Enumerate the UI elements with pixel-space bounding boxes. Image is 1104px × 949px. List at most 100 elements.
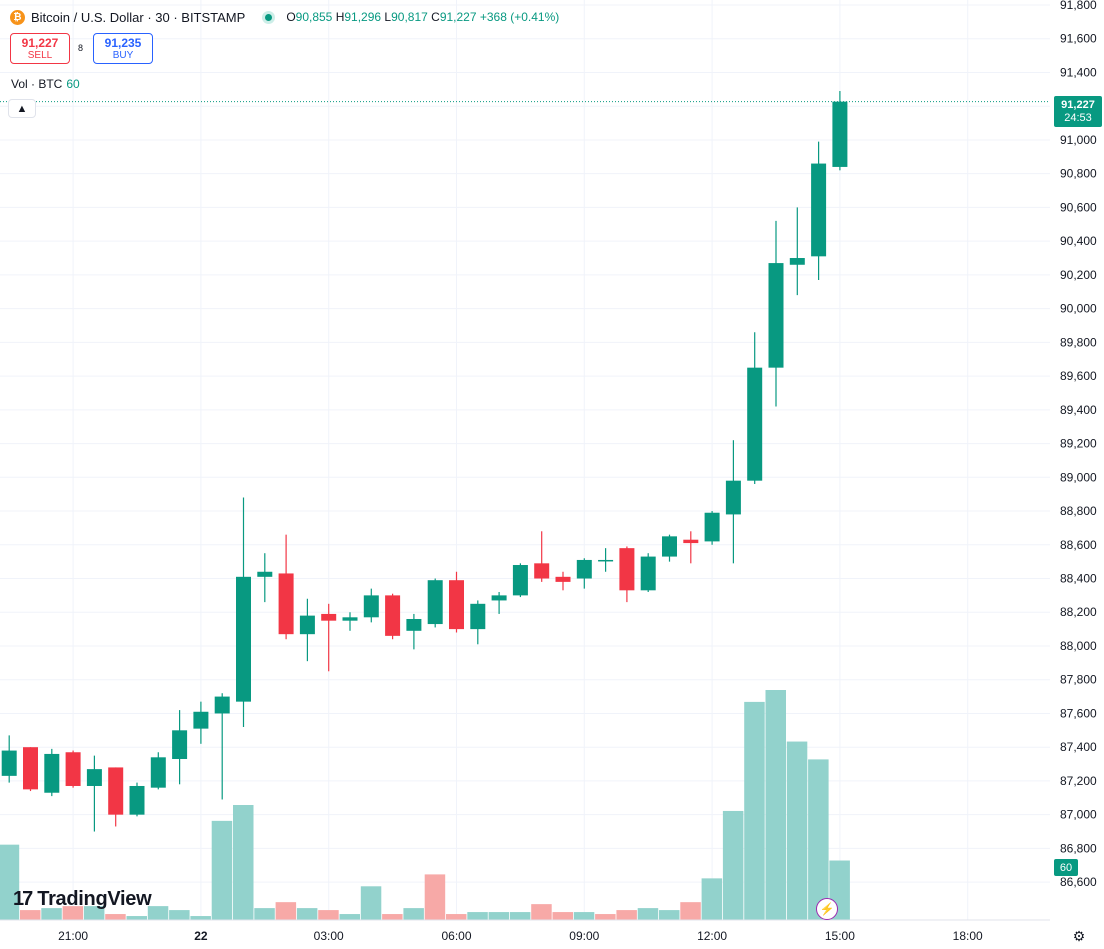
price-tick-label: 87,000 xyxy=(1060,808,1097,822)
candle[interactable] xyxy=(363,588,379,623)
volume-bar xyxy=(786,741,808,920)
candle-body xyxy=(789,258,805,265)
volume-bar xyxy=(680,902,701,920)
candle-body xyxy=(832,101,848,167)
candle[interactable] xyxy=(449,571,464,633)
price-tick-label: 91,400 xyxy=(1060,65,1097,79)
candle-body xyxy=(108,767,124,815)
buy-label: BUY xyxy=(112,49,134,61)
volume-bar xyxy=(62,906,84,920)
collapse-legend-button[interactable]: ▲ xyxy=(8,99,36,118)
candle[interactable] xyxy=(576,558,592,589)
candle[interactable] xyxy=(44,748,60,797)
candle[interactable] xyxy=(150,752,166,790)
candle-body xyxy=(555,576,571,582)
volume-bar xyxy=(573,912,595,920)
candle[interactable] xyxy=(193,701,209,744)
candle-body xyxy=(385,595,401,636)
candle[interactable] xyxy=(278,534,294,640)
volume-bars xyxy=(0,690,850,920)
candle[interactable] xyxy=(129,782,145,817)
buy-button[interactable]: 91,235 BUY xyxy=(93,33,153,64)
price-tick-label: 87,600 xyxy=(1060,706,1097,720)
candle[interactable] xyxy=(1,735,17,783)
spread-value: 8 xyxy=(78,43,84,53)
candle-body xyxy=(683,539,699,544)
candle[interactable] xyxy=(555,571,571,591)
chart-header: ₿ Bitcoin / U.S. Dollar · 30 · BITSTAMP … xyxy=(10,8,559,26)
candle[interactable] xyxy=(427,578,443,628)
candle-body xyxy=(427,580,443,625)
time-tick-label: 06:00 xyxy=(441,929,471,943)
volume-bar xyxy=(701,878,723,920)
candle-body xyxy=(512,565,528,596)
candle[interactable] xyxy=(704,511,720,545)
price-tick-label: 88,000 xyxy=(1060,639,1097,653)
candle[interactable] xyxy=(619,546,635,603)
chevron-up-icon: ▲ xyxy=(16,102,28,115)
volume-bar xyxy=(233,805,254,920)
candle-body xyxy=(704,512,720,542)
settings-icon[interactable]: ⚙ xyxy=(1072,927,1086,944)
tradingview-logo[interactable]: 17 TradingView xyxy=(13,888,152,911)
candle[interactable] xyxy=(65,750,81,788)
candle[interactable] xyxy=(257,553,273,603)
sell-button[interactable]: 91,227 SELL xyxy=(10,33,70,64)
candle[interactable] xyxy=(768,220,784,407)
candle-body xyxy=(321,613,337,621)
lightning-icon[interactable]: ⚡ xyxy=(816,898,838,920)
candle[interactable] xyxy=(789,207,805,296)
candle-body xyxy=(768,263,784,368)
volume-bar xyxy=(446,914,467,920)
price-tick-label: 88,400 xyxy=(1060,572,1097,586)
candle-body xyxy=(449,580,464,630)
last-price: 91,227 xyxy=(1061,98,1095,111)
candle[interactable] xyxy=(406,613,422,650)
candle[interactable] xyxy=(299,598,315,662)
price-tick-label: 86,800 xyxy=(1060,841,1097,855)
candle[interactable] xyxy=(470,600,486,645)
candle[interactable] xyxy=(108,767,124,827)
candle-body xyxy=(193,711,209,729)
candle[interactable] xyxy=(491,592,507,614)
candle[interactable] xyxy=(683,531,699,564)
volume-bar xyxy=(552,912,573,920)
candle[interactable] xyxy=(385,593,401,640)
price-tick-label: 91,600 xyxy=(1060,32,1097,46)
price-change: +368 (+0.41%) xyxy=(479,10,560,24)
candle[interactable] xyxy=(725,440,741,564)
symbol-title[interactable]: Bitcoin / U.S. Dollar · 30 · BITSTAMP xyxy=(31,9,246,25)
candle[interactable] xyxy=(534,531,550,582)
candle[interactable] xyxy=(512,563,528,598)
candle[interactable] xyxy=(214,693,230,800)
candle[interactable] xyxy=(342,612,358,631)
candle-body xyxy=(598,559,614,562)
volume-bar xyxy=(488,912,510,920)
price-tick-label: 88,600 xyxy=(1060,538,1097,552)
volume-bar xyxy=(382,914,403,920)
candle[interactable] xyxy=(747,332,763,485)
candle[interactable] xyxy=(640,553,656,593)
candle[interactable] xyxy=(811,141,827,280)
tradingview-logo-text: TradingView xyxy=(37,888,152,910)
candle[interactable] xyxy=(23,747,38,792)
volume-legend[interactable]: Vol · BTC 60 xyxy=(11,77,80,91)
candle-body xyxy=(534,563,550,579)
candle[interactable] xyxy=(832,91,848,171)
volume-bar xyxy=(190,916,211,920)
time-tick-label: 22 xyxy=(194,929,208,943)
volume-bar xyxy=(254,908,275,920)
candle[interactable] xyxy=(598,548,614,572)
price-tick-label: 89,200 xyxy=(1060,437,1097,451)
volume-bar xyxy=(744,701,765,920)
candle[interactable] xyxy=(236,497,251,727)
volume-bar xyxy=(105,914,126,920)
candle[interactable] xyxy=(662,534,677,562)
candle-body xyxy=(576,559,592,579)
candle[interactable] xyxy=(86,755,102,832)
price-tick-label: 88,200 xyxy=(1060,605,1097,619)
candle[interactable] xyxy=(321,603,337,672)
candle[interactable] xyxy=(172,710,188,785)
candle-body xyxy=(747,367,763,481)
